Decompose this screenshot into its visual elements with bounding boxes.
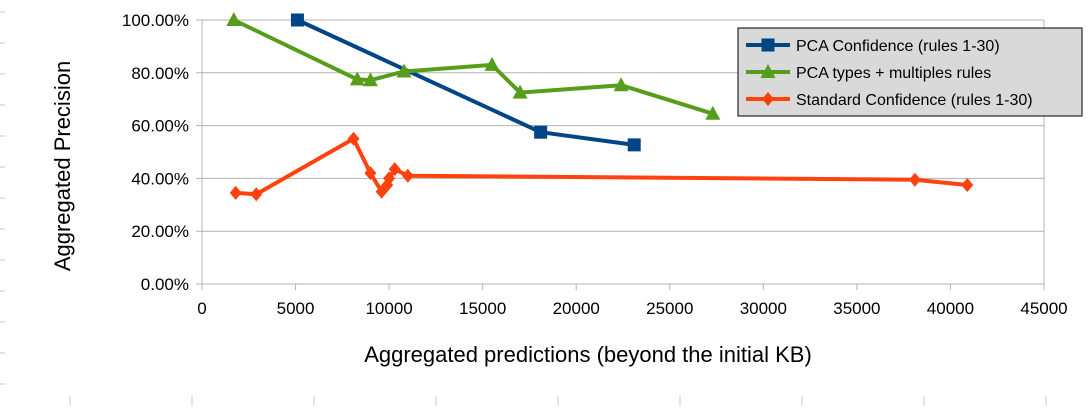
x-axis-title: Aggregated predictions (beyond the initi…: [364, 342, 812, 367]
x-tick-label: 30000: [740, 299, 787, 318]
series-2-point: [349, 71, 365, 86]
x-tick-label: 5000: [277, 299, 315, 318]
y-tick-label: 80.00%: [131, 64, 189, 83]
series-3-point: [401, 168, 414, 183]
series-3-point: [908, 172, 921, 187]
legend-label-2: PCA types + multiples rules: [796, 65, 991, 82]
x-tick-label: 15000: [459, 299, 506, 318]
series-2-point: [705, 105, 721, 120]
series-3-point: [347, 131, 360, 146]
series-3-point: [250, 187, 263, 202]
y-tick-label: 100.00%: [122, 11, 189, 30]
y-tick-label: 0.00%: [141, 275, 189, 294]
legend-box: [737, 27, 1083, 117]
x-tick-label: 20000: [553, 299, 600, 318]
series-3-point: [383, 171, 396, 186]
legend-marker-2: [760, 64, 776, 78]
series-3-point: [961, 178, 974, 192]
x-tick-label: 25000: [646, 299, 693, 318]
x-tick-label: 45000: [1020, 299, 1067, 318]
series-1-point: [290, 13, 304, 27]
series-2-point: [362, 72, 378, 87]
x-tick-label: 35000: [833, 299, 880, 318]
series-2-point: [613, 77, 629, 92]
series-line-3: [233, 136, 970, 197]
series-3-point: [388, 162, 401, 177]
x-tick-label: 10000: [365, 299, 412, 318]
series-3-point: [364, 166, 377, 181]
series-3-point: [229, 185, 242, 200]
y-tick-label: 40.00%: [131, 169, 189, 188]
series-1-point: [534, 125, 548, 139]
series-2-point: [226, 12, 242, 26]
legend-marker-3: [762, 92, 774, 106]
y-tick-label: 60.00%: [131, 117, 189, 136]
legend-label-3: Standard Confidence (rules 1-30): [796, 92, 1033, 109]
y-axis-title: Aggregated Precision: [50, 61, 75, 271]
y-tick-label: 20.00%: [131, 222, 189, 241]
x-tick-label: 0: [197, 299, 206, 318]
x-tick-label: 40000: [927, 299, 974, 318]
legend-marker-1: [761, 38, 775, 52]
series-line-1: [295, 18, 637, 147]
series-2-point: [512, 84, 528, 99]
series-1-point: [627, 138, 641, 152]
series-2-point: [396, 63, 412, 78]
legend-label-1: PCA Confidence (rules 1-30): [796, 38, 1000, 55]
series-2-point: [484, 56, 500, 71]
